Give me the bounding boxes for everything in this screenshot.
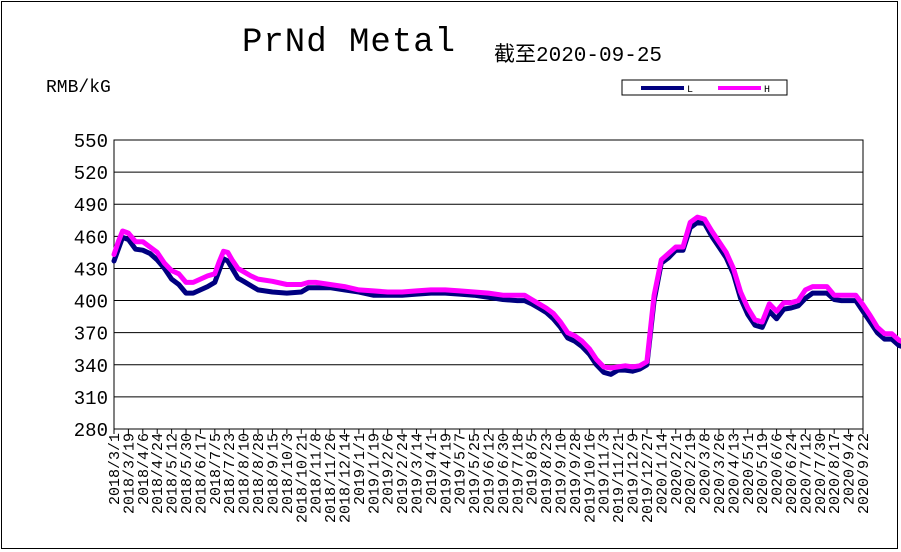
y-tick-label: 400: [74, 292, 108, 314]
x-tick-label: 2019/7/18: [510, 433, 527, 514]
x-tick-label: 2018/7/5: [208, 433, 225, 505]
x-tick-label: 2019/3/14: [409, 433, 426, 514]
x-tick-label: 2020/7/30: [813, 433, 830, 514]
x-tick-label: 2019/4/19: [438, 433, 455, 514]
x-tick-label: 2019/9/28: [568, 433, 585, 514]
x-tick-label: 2020/8/17: [827, 433, 844, 514]
x-tick-label: 2019/6/12: [482, 433, 499, 514]
y-tick-label: 490: [74, 195, 108, 217]
x-tick-label: 2019/2/24: [395, 433, 412, 514]
x-tick-label: 2018/8/10: [237, 433, 254, 514]
x-tick-label: 2019/10/16: [582, 433, 599, 523]
y-axis-unit: RMB/kG: [46, 78, 111, 98]
x-tick-label: 2019/12/27: [640, 433, 657, 523]
x-tick-label: 2018/9/15: [265, 433, 282, 514]
series-h: [111, 214, 901, 371]
y-tick-label: 280: [74, 420, 108, 442]
legend: L H: [621, 79, 788, 96]
x-tick-label: 2019/4/1: [424, 433, 441, 505]
x-tick-label: 2019/6/30: [496, 433, 513, 514]
x-tick-label: 2018/5/30: [179, 433, 196, 514]
chart-subtitle: 截至2020-09-25: [494, 45, 663, 68]
x-tick-label: 2018/12/14: [337, 433, 354, 523]
x-tick-label: 2018/10/3: [280, 433, 297, 514]
x-tick-label: 2018/4/6: [136, 433, 153, 505]
x-tick-label: 2019/1/1: [352, 433, 369, 505]
legend-label-h: H: [764, 85, 770, 96]
y-tick-label: 550: [74, 131, 108, 153]
x-tick-label: 2019/5/7: [453, 433, 470, 505]
x-tick-label: 2020/3/8: [698, 433, 715, 505]
plot-area: [113, 139, 864, 430]
legend-label-l: L: [687, 85, 693, 96]
x-tick-label: 2018/11/26: [323, 433, 340, 523]
x-tick-label: 2019/2/6: [381, 433, 398, 505]
x-tick-label: 2018/5/12: [165, 433, 182, 514]
x-tick-label: 2019/9/10: [554, 433, 571, 514]
x-tick-label: 2018/8/28: [251, 433, 268, 514]
y-tick-label: 520: [74, 163, 108, 185]
x-tick-label: 2018/4/24: [150, 433, 167, 514]
x-tick-label: 2019/5/25: [467, 433, 484, 514]
y-tick-label: 430: [74, 259, 108, 281]
x-tick-label: 2019/12/9: [626, 433, 643, 514]
x-tick-label: 2020/3/26: [712, 433, 729, 514]
y-tick-label: 310: [74, 388, 108, 410]
x-tick-label: 2018/7/23: [222, 433, 239, 514]
x-tick-label: 2020/6/6: [770, 433, 787, 505]
x-tick-label: 2018/6/17: [193, 433, 210, 514]
x-tick-label: 2018/11/8: [309, 433, 326, 514]
x-tick-label: 2020/4/13: [726, 433, 743, 514]
grid: 280 310 340 370 400 430 460 490 520 550: [74, 131, 864, 442]
x-tick-label: 2019/8/5: [525, 433, 542, 505]
series-line-h: [111, 214, 901, 371]
series-l: [111, 219, 901, 377]
x-tick-label: 2019/11/3: [597, 433, 614, 514]
y-tick-label: 460: [74, 227, 108, 249]
x-tick-label: 2019/1/19: [366, 433, 383, 514]
x-tick-label: 2018/3/1: [107, 433, 124, 505]
x-tick-label: 2019/11/21: [611, 433, 628, 523]
x-tick-label: 2020/5/1: [741, 433, 758, 505]
chart-title: PrNd Metal: [242, 24, 457, 62]
x-tick-label: 2018/10/21: [294, 433, 311, 523]
y-tick-label: 340: [74, 356, 108, 378]
x-tick-label: 2020/9/4: [842, 433, 859, 505]
x-tick-label: 2020/7/12: [798, 433, 815, 514]
y-tick-label: 370: [74, 324, 108, 346]
x-tick-label: 2020/1/14: [654, 433, 671, 514]
x-tick-label: 2020/2/19: [683, 433, 700, 514]
x-tick-label: 2020/9/22: [856, 433, 873, 514]
x-tick-label: 2020/6/24: [784, 433, 801, 514]
x-tick-label: 2019/8/23: [539, 433, 556, 514]
x-tick-label: 2020/2/1: [669, 433, 686, 505]
x-tick-label: 2018/3/19: [121, 433, 138, 514]
series-line-l: [111, 219, 901, 377]
x-axis: 2018/3/12018/3/192018/4/62018/4/242018/5…: [107, 429, 873, 523]
x-tick-label: 2020/5/19: [755, 433, 772, 514]
